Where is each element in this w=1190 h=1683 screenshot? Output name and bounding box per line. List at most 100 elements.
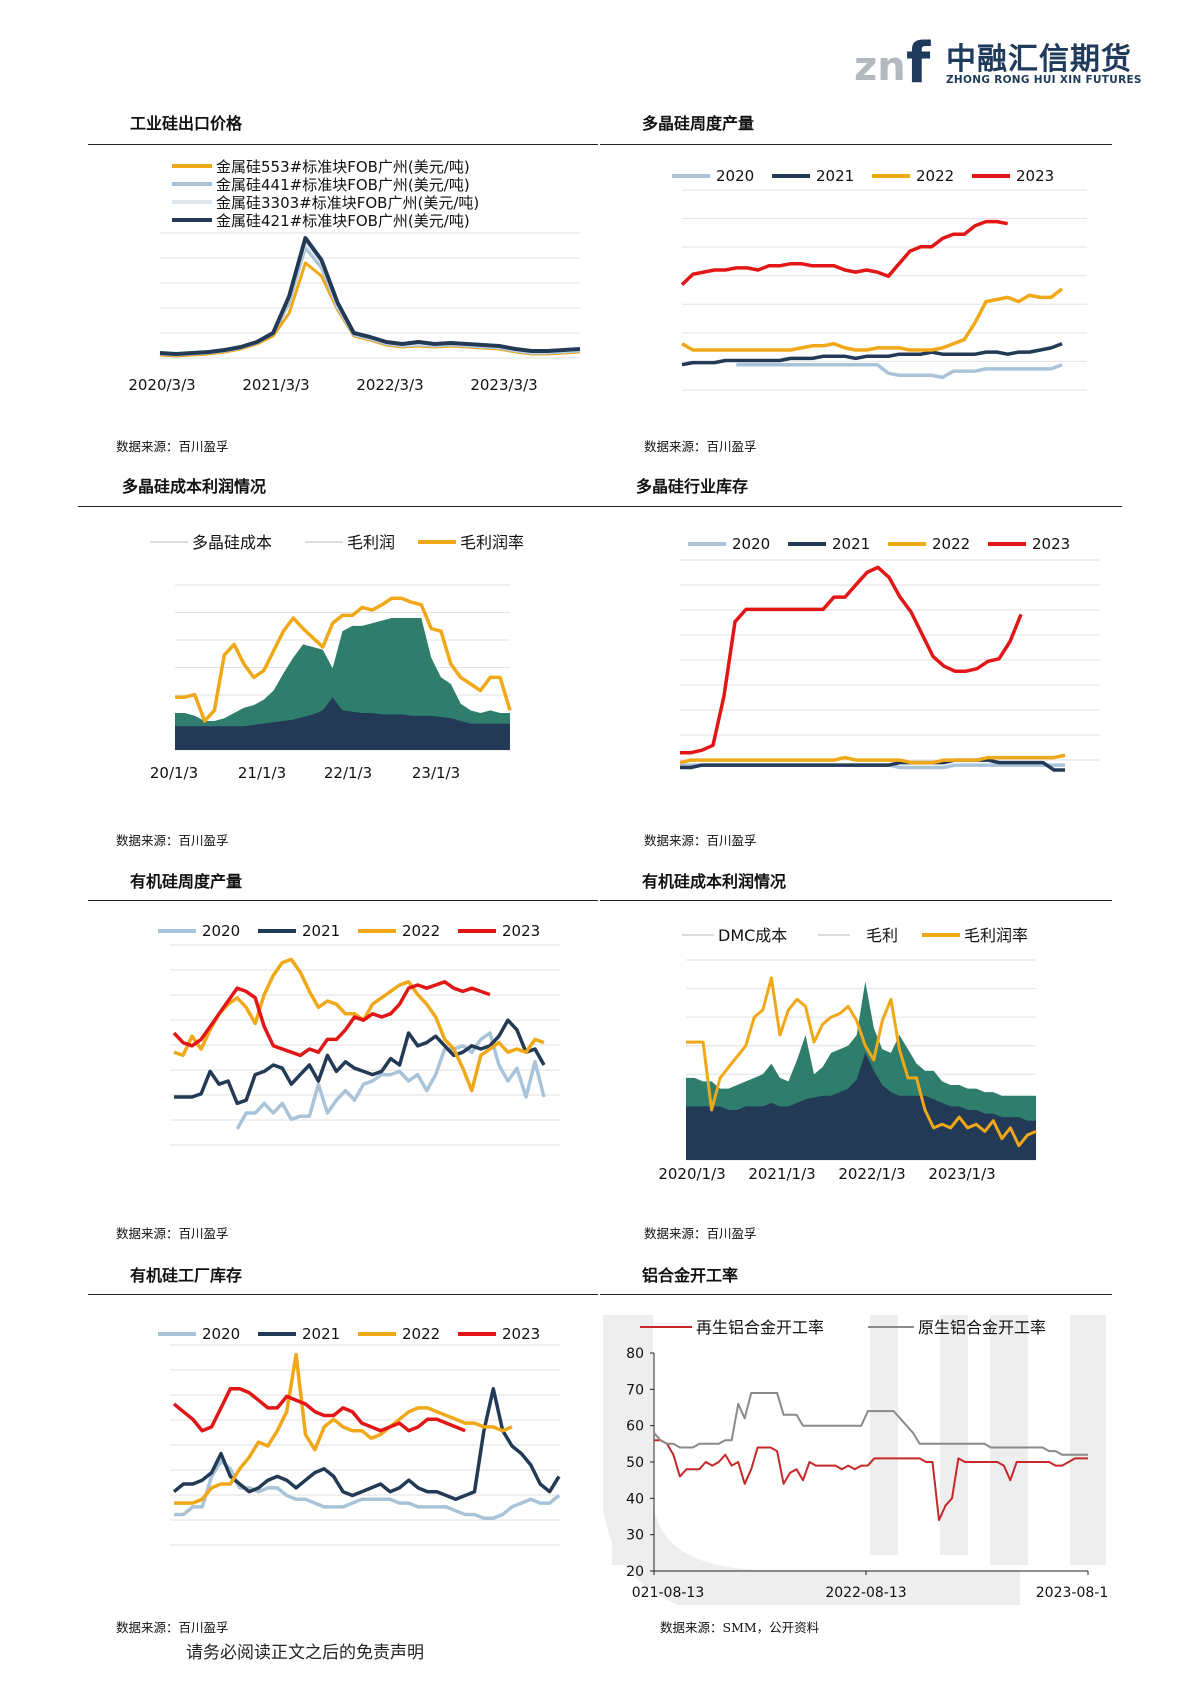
y-tick-label: 70 [626,1382,644,1398]
watermark-bar [870,1315,898,1555]
y-tick-label: 30 [626,1528,644,1544]
chart-silicone-factory-inventory: 2020 2021 2022 2023 [158,1325,561,1546]
panel-title-silicone-cost-profit: 有机硅成本利润情况 [642,872,787,891]
legend-label: 多晶硅成本 [192,533,272,552]
logo-chinese-name: 中融汇信期货 [946,42,1132,77]
line-margin [175,596,512,723]
svg-text:zn: zn [854,44,906,90]
series-line [680,758,1065,772]
panel-title-silicon-export-price: 工业硅出口价格 [130,114,243,133]
y-tick-label: 40 [626,1491,644,1507]
legend-label: 金属硅553#标准块FOB广州(美元/吨) [216,158,470,176]
panel-source: 数据来源：百川盈孚 [644,833,757,848]
series-line [653,1392,1088,1456]
legend-item-label: 2021 [302,922,340,940]
legend-item-label: 2021 [816,167,854,185]
panel-source: 数据来源：百川盈孚 [644,1226,757,1241]
panel-title-polysilicon-weekly-output: 多晶硅周度产量 [642,114,755,133]
panel-source: 数据来源：百川盈孚 [644,439,757,454]
legend-item-label: 2023 [502,1325,540,1343]
watermark [603,1315,1106,1605]
panel-source: 数据来源：百川盈孚 [116,1226,229,1241]
chart-silicone-weekly-output: 2020 2021 2022 2023 [158,922,560,1146]
legend-label: DMC成本 [718,926,787,945]
disclaimer-footer: 请务必阅读正文之后的免责声明 [186,1643,424,1663]
panel-divider [600,900,1112,901]
panel-title-polysilicon-inventory: 多晶硅行业库存 [636,477,749,496]
chart-polysilicon-weekly-output: 2020 2021 2022 2023 [672,167,1087,391]
x-tick-label: 021-08-13 [632,1585,704,1601]
x-tick-label: 2021/1/3 [748,1165,815,1183]
x-tick-label: 21/1/3 [238,764,286,782]
znf-logo-mark: zn f [854,31,931,96]
panel-divider [594,506,1122,507]
x-tick-label: 2020/3/3 [128,376,195,394]
y-tick-label: 80 [626,1346,644,1362]
panel-divider [78,506,596,507]
series-line [174,1352,513,1505]
legend-item-label: 2022 [402,922,440,940]
logo-english-name: ZHONG RONG HUI XIN FUTURES [946,74,1142,86]
legend-label: 金属硅421#标准块FOB广州(美元/吨) [216,212,470,230]
legend-label: 毛利润率 [964,926,1028,945]
legend-label: 原生铝合金开工率 [918,1318,1046,1337]
legend-item-label: 2021 [832,535,870,553]
panel-source: 数据来源：SMM，公开资料 [660,1620,820,1635]
series-line [680,219,1009,286]
x-tick-label: 2022/1/3 [838,1165,905,1183]
panel-title-silicone-weekly-output: 有机硅周度产量 [130,872,243,891]
y-tick-label: 20 [626,1564,644,1580]
watermark-bar [1070,1315,1106,1565]
series-line [174,1018,546,1106]
y-tick-label: 50 [626,1455,644,1471]
legend-item-label: 2022 [932,535,970,553]
svg-text:f: f [906,31,931,92]
legend-item-label: 2021 [302,1325,340,1343]
panel-divider [600,144,1112,145]
legend-item-label: 2020 [202,1325,240,1343]
series-line [681,287,1064,352]
area-cost [175,697,510,750]
series-line [159,261,581,358]
legend-label: 再生铝合金开工率 [696,1318,824,1337]
series-line [681,342,1063,367]
series-line [172,1387,561,1502]
legend-label: 金属硅441#标准块FOB广州(美元/吨) [216,176,470,194]
area-cost [686,1052,1036,1160]
series-line [736,362,1063,380]
legend-item-label: 2023 [1032,535,1070,553]
panel-source: 数据来源：百川盈孚 [116,833,229,848]
legend-item-label: 2022 [916,167,954,185]
x-tick-label: 2022-08-13 [825,1585,906,1601]
chart-silicone-cost-profit: DMC成本 毛利 毛利润率 2020/1/3 2021/1/3 2022/1/3 2023/… [658,926,1037,1183]
legend-item-label: 2023 [1016,167,1054,185]
series-line [172,1387,466,1433]
chart-polysilicon-inventory: 2020 2021 2022 2023 [679,535,1100,772]
line-margin [686,976,1037,1148]
x-tick-label: 2020/1/3 [658,1165,725,1183]
watermark-bar [940,1315,968,1555]
panel-divider [88,144,598,145]
series-line [235,1031,546,1130]
x-tick-label: 2021/3/3 [242,376,309,394]
legend-item-label: 2022 [402,1325,440,1343]
series-line [654,1439,1088,1522]
legend-label: 毛利润率 [460,533,524,552]
chart-aluminum-alloy-operating-rate: 再生铝合金开工率 原生铝合金开工率 20 30 40 50 60 70 80 021-08-13 2… [603,1315,1108,1605]
legend-item-label: 2020 [202,922,240,940]
series-line [680,565,1023,755]
legend-item-label: 2020 [732,535,770,553]
panel-divider [88,900,598,901]
series-line [159,236,581,356]
chart-polysilicon-cost-profit: 多晶硅成本 毛利润 毛利润率 20/1/3 21/1/3 22/1/3 23/1/3 [150,533,524,782]
panel-divider [600,1294,1112,1295]
chart-silicon-export-price: 金属硅553#标准块FOB广州(美元/吨)金属硅441#标准块FOB广州(美元/… [128,158,581,394]
watermark-swoosh [603,1315,1020,1605]
x-tick-label: 22/1/3 [324,764,372,782]
company-logo: zn f 中融汇信期货 ZHONG RONG HUI XIN FUTURES [850,28,1141,96]
panel-divider [88,1294,598,1295]
legend-label: 金属硅3303#标准块FOB广州(美元/吨) [216,194,479,212]
panel-title-polysilicon-cost-profit: 多晶硅成本利润情况 [122,477,267,496]
legend-item-label: 2023 [502,922,540,940]
series-line [172,980,491,1058]
